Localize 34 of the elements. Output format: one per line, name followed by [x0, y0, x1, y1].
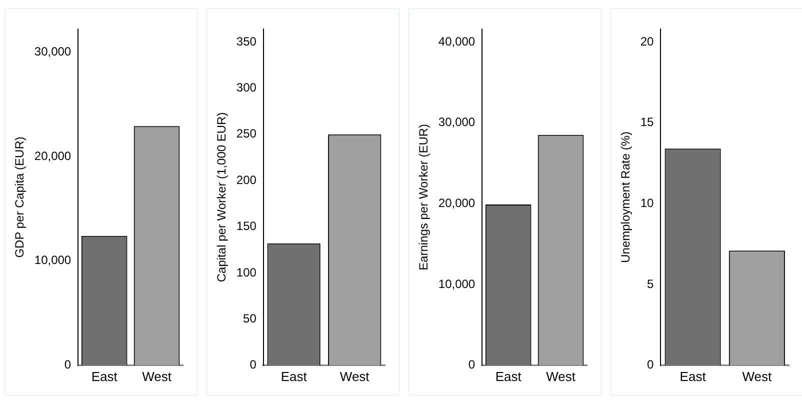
- y-tick-label: 40,000: [438, 34, 476, 48]
- y-tick-label: 10: [640, 196, 654, 210]
- x-tick-label: East: [280, 368, 308, 384]
- y-tick-label: 0: [64, 358, 72, 372]
- x-tick-label: East: [495, 368, 522, 384]
- y-tick-label: 30,000: [438, 115, 476, 130]
- y-tick-label: 5: [647, 276, 654, 291]
- x-tick-label: West: [142, 368, 172, 384]
- y-tick-label: 250: [236, 126, 257, 141]
- y-tick-label: 150: [236, 219, 257, 234]
- y-axis-title: Earnings per Worker (EUR): [416, 124, 431, 270]
- y-tick-label: 350: [236, 34, 257, 48]
- x-tick-label: East: [91, 368, 118, 384]
- y-tick-label: 20,000: [438, 196, 476, 210]
- y-tick-label: 0: [468, 358, 476, 372]
- y-tick-label: 10,000: [34, 253, 72, 268]
- y-tick-label: 200: [236, 172, 257, 187]
- y-tick-label: 100: [236, 265, 257, 280]
- y-tick-label: 300: [236, 80, 257, 94]
- y-tick-label: 20,000: [34, 148, 72, 163]
- x-tick-label: West: [742, 368, 772, 384]
- x-tick-label: East: [680, 368, 706, 384]
- y-tick-label: 0: [647, 358, 654, 372]
- x-tick-label: West: [340, 368, 370, 384]
- y-tick-label: 15: [640, 115, 654, 130]
- y-tick-label: 50: [243, 312, 257, 326]
- y-axis-title: GDP per Capita (EUR): [12, 136, 27, 258]
- y-axis-title: Capital per Worker (1,000 EUR): [214, 112, 229, 282]
- y-tick-label: 30,000: [34, 44, 72, 58]
- y-tick-label: 10,000: [438, 276, 476, 291]
- y-tick-label: 0: [250, 358, 257, 372]
- x-tick-label: West: [546, 368, 576, 384]
- y-axis-title: Unemployment Rate (%): [618, 132, 633, 263]
- y-tick-label: 20: [640, 34, 654, 48]
